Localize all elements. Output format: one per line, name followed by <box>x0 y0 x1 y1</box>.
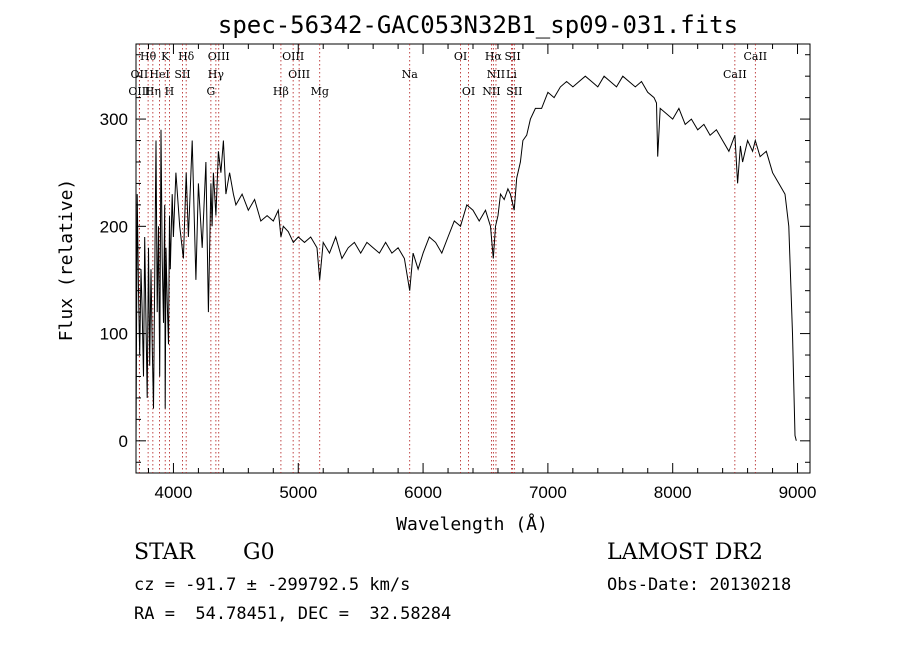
coordinates: RA = 54.78451, DEC = 32.58284 <box>134 604 452 624</box>
survey-name: LAMOST DR2 <box>607 540 763 565</box>
line-label: OIII <box>282 50 304 63</box>
x-axis-label: Wavelength (Å) <box>396 513 548 535</box>
y-tick-label: 100 <box>100 325 128 344</box>
x-tick-label: 8000 <box>654 483 692 502</box>
line-label: HeI <box>149 68 169 81</box>
line-label: SII <box>506 85 522 98</box>
object-subclass: G0 <box>243 540 275 565</box>
y-tick-label: 200 <box>100 217 128 236</box>
y-tick-label: 0 <box>119 432 128 451</box>
line-label: SII <box>174 68 190 81</box>
line-label: OIII <box>208 50 230 63</box>
line-label: Li <box>506 68 517 81</box>
line-label: Hγ <box>208 68 225 81</box>
line-label: Hθ <box>140 50 157 63</box>
line-label: Hβ <box>273 85 289 98</box>
line-label: Na <box>402 68 419 81</box>
line-label: Hη <box>145 85 161 98</box>
line-label: OI <box>454 50 467 63</box>
x-tick-label: 4000 <box>155 483 193 502</box>
observation-date: Obs-Date: 20130218 <box>607 575 792 595</box>
x-tick-label: 5000 <box>279 483 317 502</box>
line-label: SII <box>504 50 520 63</box>
spectrum-series <box>135 75 797 447</box>
line-markers <box>138 44 756 473</box>
axes: 4000 5000 6000 7000 8000 9000 0 100 200 300 <box>100 44 817 502</box>
line-label: Hα <box>485 50 503 63</box>
line-label: G <box>206 85 215 98</box>
y-tick-label: 300 <box>100 110 128 129</box>
chart-title: spec-56342-GAC053N32B1_sp09-031.fits <box>218 11 738 39</box>
line-label: OI <box>462 85 475 98</box>
line-label: OIII <box>288 68 310 81</box>
line-label: H <box>165 85 175 98</box>
line-label: Hδ <box>178 50 195 63</box>
x-tick-label: 9000 <box>779 483 817 502</box>
line-label: OIII <box>128 85 150 98</box>
line-label: NII <box>482 85 500 98</box>
line-label: K <box>161 50 170 63</box>
object-class: STAR <box>134 540 195 565</box>
y-axis-label: Flux (relative) <box>56 179 77 342</box>
line-label: Mg <box>311 85 329 98</box>
line-label: NII <box>487 68 505 81</box>
plot-frame <box>135 43 811 474</box>
line-label: CaII <box>723 68 747 81</box>
line-label: CaII <box>743 50 767 63</box>
x-tick-label: 7000 <box>529 483 567 502</box>
line-label: OII <box>131 68 149 81</box>
x-tick-label: 6000 <box>404 483 442 502</box>
redshift-velocity: cz = -91.7 ± -299792.5 km/s <box>134 575 411 595</box>
